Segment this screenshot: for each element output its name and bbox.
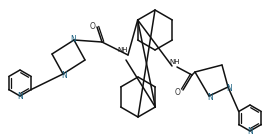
Text: N: N xyxy=(247,126,253,136)
Text: O: O xyxy=(175,87,181,96)
Text: O: O xyxy=(90,22,96,30)
Text: N: N xyxy=(61,70,67,80)
Text: NH: NH xyxy=(118,47,128,53)
Text: N: N xyxy=(207,92,213,101)
Text: NH: NH xyxy=(170,59,180,65)
Text: N: N xyxy=(17,91,23,100)
Text: N: N xyxy=(70,34,76,44)
Text: N: N xyxy=(226,84,232,92)
